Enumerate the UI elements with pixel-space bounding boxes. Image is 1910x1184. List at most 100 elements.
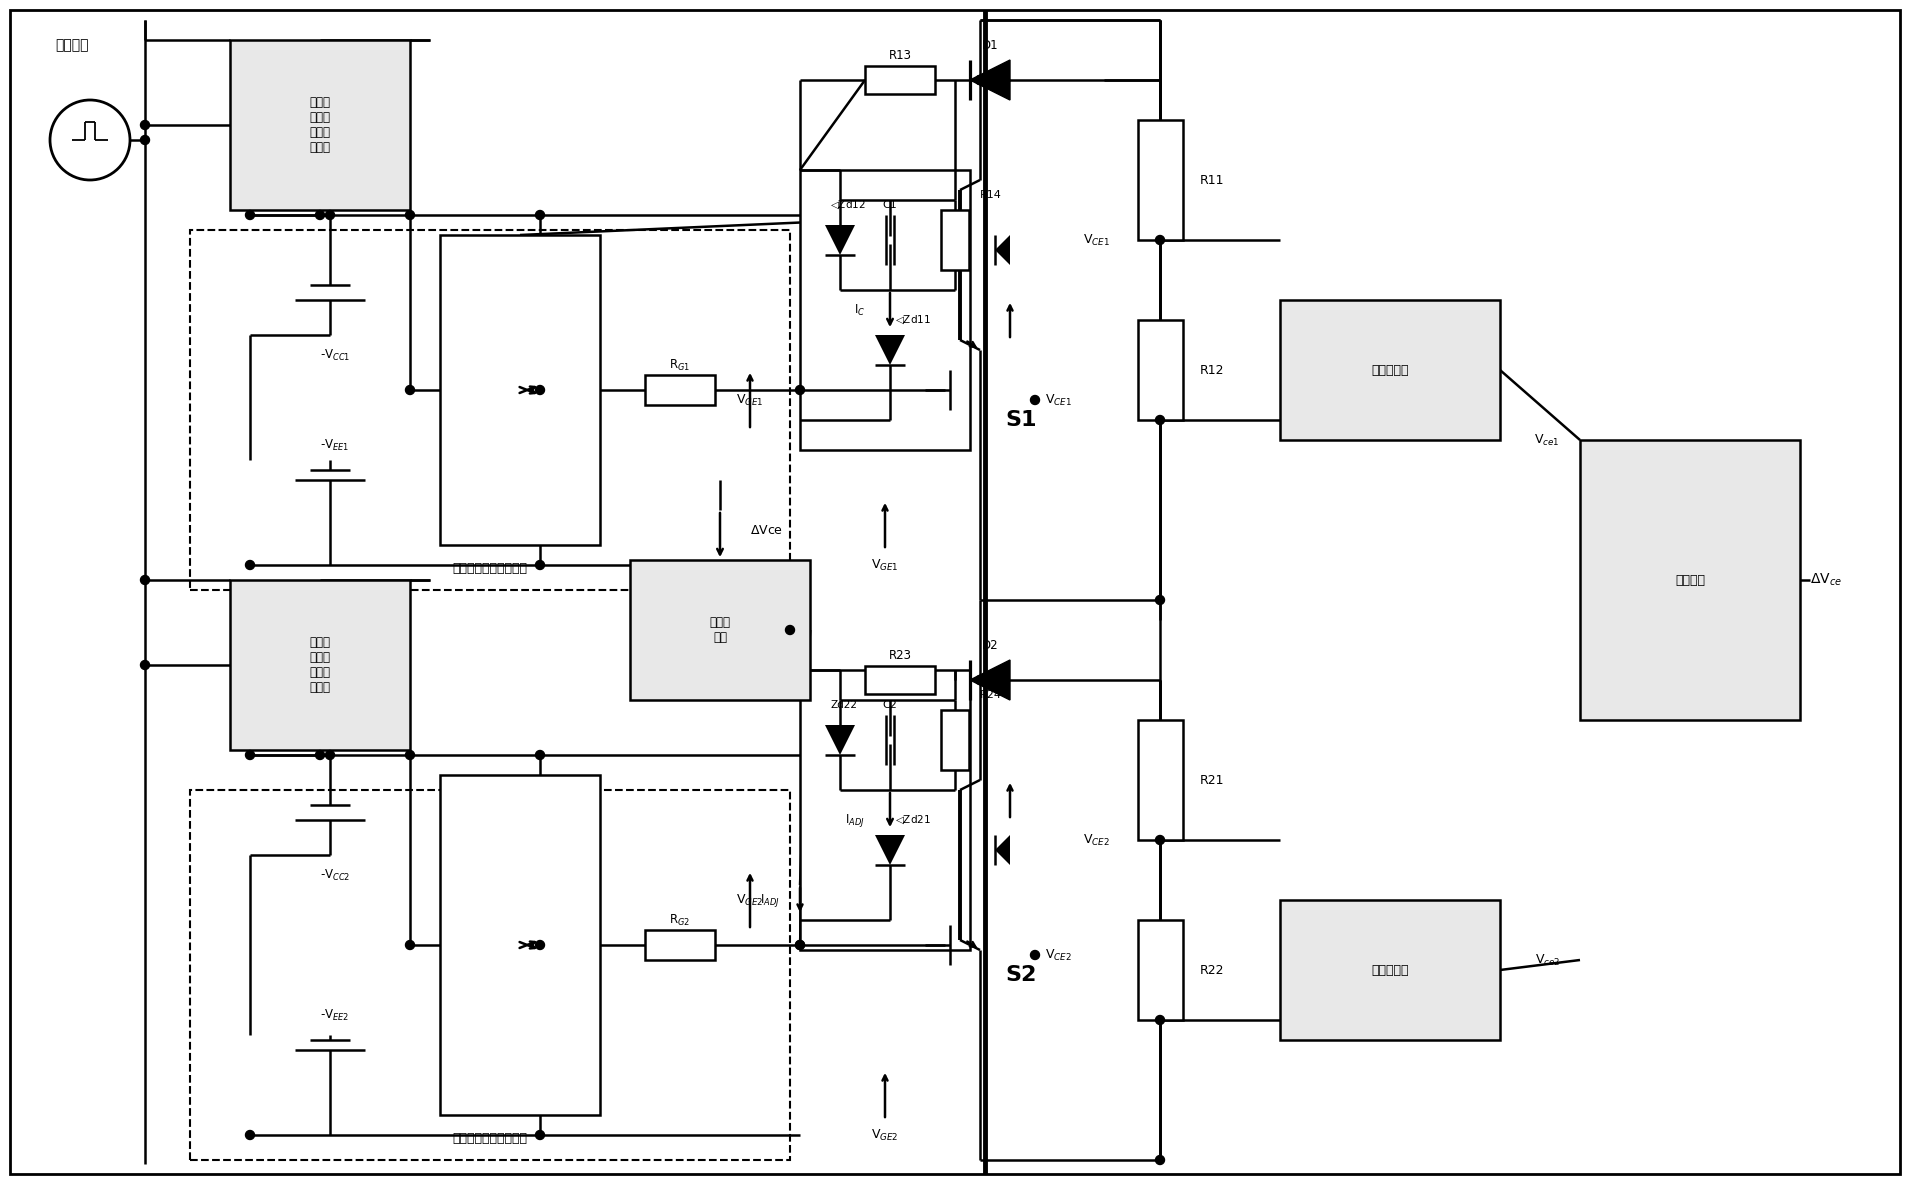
Text: -V$_{CC1}$: -V$_{CC1}$ [319, 347, 350, 362]
Bar [630, 560, 810, 700]
Text: I$_{ADJ}$: I$_{ADJ}$ [760, 892, 779, 908]
Text: Zd22: Zd22 [831, 700, 858, 710]
Text: $\triangleleft$Zd21: $\triangleleft$Zd21 [896, 813, 930, 826]
Circle shape [1156, 1016, 1165, 1024]
Text: $\Delta$V$_{ce}$: $\Delta$V$_{ce}$ [1811, 572, 1841, 588]
Bar [942, 710, 968, 770]
Text: D2: D2 [982, 638, 999, 651]
Circle shape [246, 1131, 254, 1139]
Circle shape [795, 940, 804, 950]
Circle shape [246, 560, 254, 570]
Bar [1138, 320, 1182, 420]
Text: $\triangleleft$Zd11: $\triangleleft$Zd11 [896, 314, 930, 327]
Bar [1280, 300, 1499, 440]
Circle shape [315, 211, 325, 219]
Polygon shape [970, 659, 1010, 700]
Circle shape [405, 211, 414, 219]
Circle shape [1156, 836, 1165, 844]
Polygon shape [825, 725, 856, 755]
Text: 第二隔离器: 第二隔离器 [1371, 964, 1410, 977]
Circle shape [535, 386, 544, 394]
Polygon shape [995, 234, 1010, 265]
Text: -V$_{EE2}$: -V$_{EE2}$ [321, 1008, 350, 1023]
Text: V$_{ce2}$: V$_{ce2}$ [1534, 952, 1560, 967]
Circle shape [141, 121, 149, 129]
Text: 第二光
隔离以
及功率
放大器: 第二光 隔离以 及功率 放大器 [309, 636, 330, 694]
Bar [800, 670, 970, 950]
Bar [439, 776, 600, 1115]
Text: -V$_{EE1}$: -V$_{EE1}$ [321, 437, 350, 452]
Circle shape [141, 575, 149, 585]
Circle shape [795, 940, 804, 950]
Text: 门极补
偿器: 门极补 偿器 [709, 616, 730, 644]
Circle shape [1156, 236, 1165, 245]
Bar [646, 929, 714, 960]
Text: R$_{G1}$: R$_{G1}$ [668, 358, 691, 373]
Text: R$_{G2}$: R$_{G2}$ [668, 913, 691, 927]
Bar [229, 40, 411, 210]
Text: D1: D1 [982, 39, 999, 51]
Circle shape [1156, 596, 1165, 605]
Text: R24: R24 [980, 690, 1003, 700]
Text: V$_{GE1}$: V$_{GE1}$ [871, 558, 900, 573]
Bar [189, 230, 791, 590]
Circle shape [1031, 395, 1039, 405]
Circle shape [405, 751, 414, 759]
Text: V$_{CE1}$: V$_{CE1}$ [1045, 392, 1072, 407]
Text: V$_{CE1}$: V$_{CE1}$ [1083, 232, 1110, 247]
Circle shape [976, 676, 984, 684]
Text: -V$_{CC2}$: -V$_{CC2}$ [319, 868, 350, 882]
Circle shape [535, 1131, 544, 1139]
Circle shape [325, 751, 334, 759]
Circle shape [246, 211, 254, 219]
Bar [1138, 920, 1182, 1019]
Text: V$_{CE2}$: V$_{CE2}$ [1083, 832, 1110, 848]
Text: V$_{GE2}$: V$_{GE2}$ [871, 1127, 900, 1143]
Text: V$_{ce1}$: V$_{ce1}$ [1534, 432, 1560, 448]
Circle shape [535, 560, 544, 570]
Text: R12: R12 [1199, 363, 1224, 377]
Text: S2: S2 [1005, 965, 1037, 985]
Bar [189, 790, 791, 1160]
Text: R23: R23 [888, 649, 911, 662]
Text: $\triangleleft$Zd12: $\triangleleft$Zd12 [831, 199, 865, 211]
Circle shape [141, 661, 149, 669]
Bar [1280, 900, 1499, 1040]
Bar [865, 665, 936, 694]
Text: 第一隔离器: 第一隔离器 [1371, 363, 1410, 377]
Bar [1138, 120, 1182, 240]
Circle shape [785, 625, 795, 635]
Text: I$_{ADJ}$: I$_{ADJ}$ [846, 811, 865, 829]
Text: R22: R22 [1199, 964, 1224, 977]
Text: R14: R14 [980, 189, 1003, 200]
Circle shape [315, 751, 325, 759]
Text: V$_{CE2}$: V$_{CE2}$ [1045, 947, 1072, 963]
Circle shape [405, 386, 414, 394]
Circle shape [141, 135, 149, 144]
Bar [1580, 440, 1799, 720]
Text: I$_C$: I$_C$ [854, 302, 865, 317]
Circle shape [325, 211, 334, 219]
Bar [865, 66, 936, 94]
Text: R13: R13 [888, 49, 911, 62]
Circle shape [976, 76, 984, 84]
Circle shape [405, 940, 414, 950]
Text: 求差电路: 求差电路 [1675, 573, 1706, 586]
Text: R11: R11 [1199, 174, 1224, 187]
Text: 第二驱动信号产生模块: 第二驱动信号产生模块 [453, 1132, 527, 1145]
Bar [800, 170, 970, 450]
Circle shape [535, 751, 544, 759]
Text: 第一光
隔离以
及功率
放大器: 第一光 隔离以 及功率 放大器 [309, 96, 330, 154]
Circle shape [1156, 1156, 1165, 1165]
Circle shape [1031, 951, 1039, 959]
Text: 第一驱动信号产生模块: 第一驱动信号产生模块 [453, 562, 527, 575]
Text: C1: C1 [882, 200, 898, 210]
Bar [1138, 720, 1182, 839]
Circle shape [1156, 416, 1165, 425]
Circle shape [535, 211, 544, 219]
Bar [439, 234, 600, 545]
Text: V$_{GE1}$: V$_{GE1}$ [735, 392, 764, 407]
Circle shape [795, 386, 804, 394]
Text: 门极信号: 门极信号 [55, 38, 88, 52]
Polygon shape [970, 60, 1010, 99]
